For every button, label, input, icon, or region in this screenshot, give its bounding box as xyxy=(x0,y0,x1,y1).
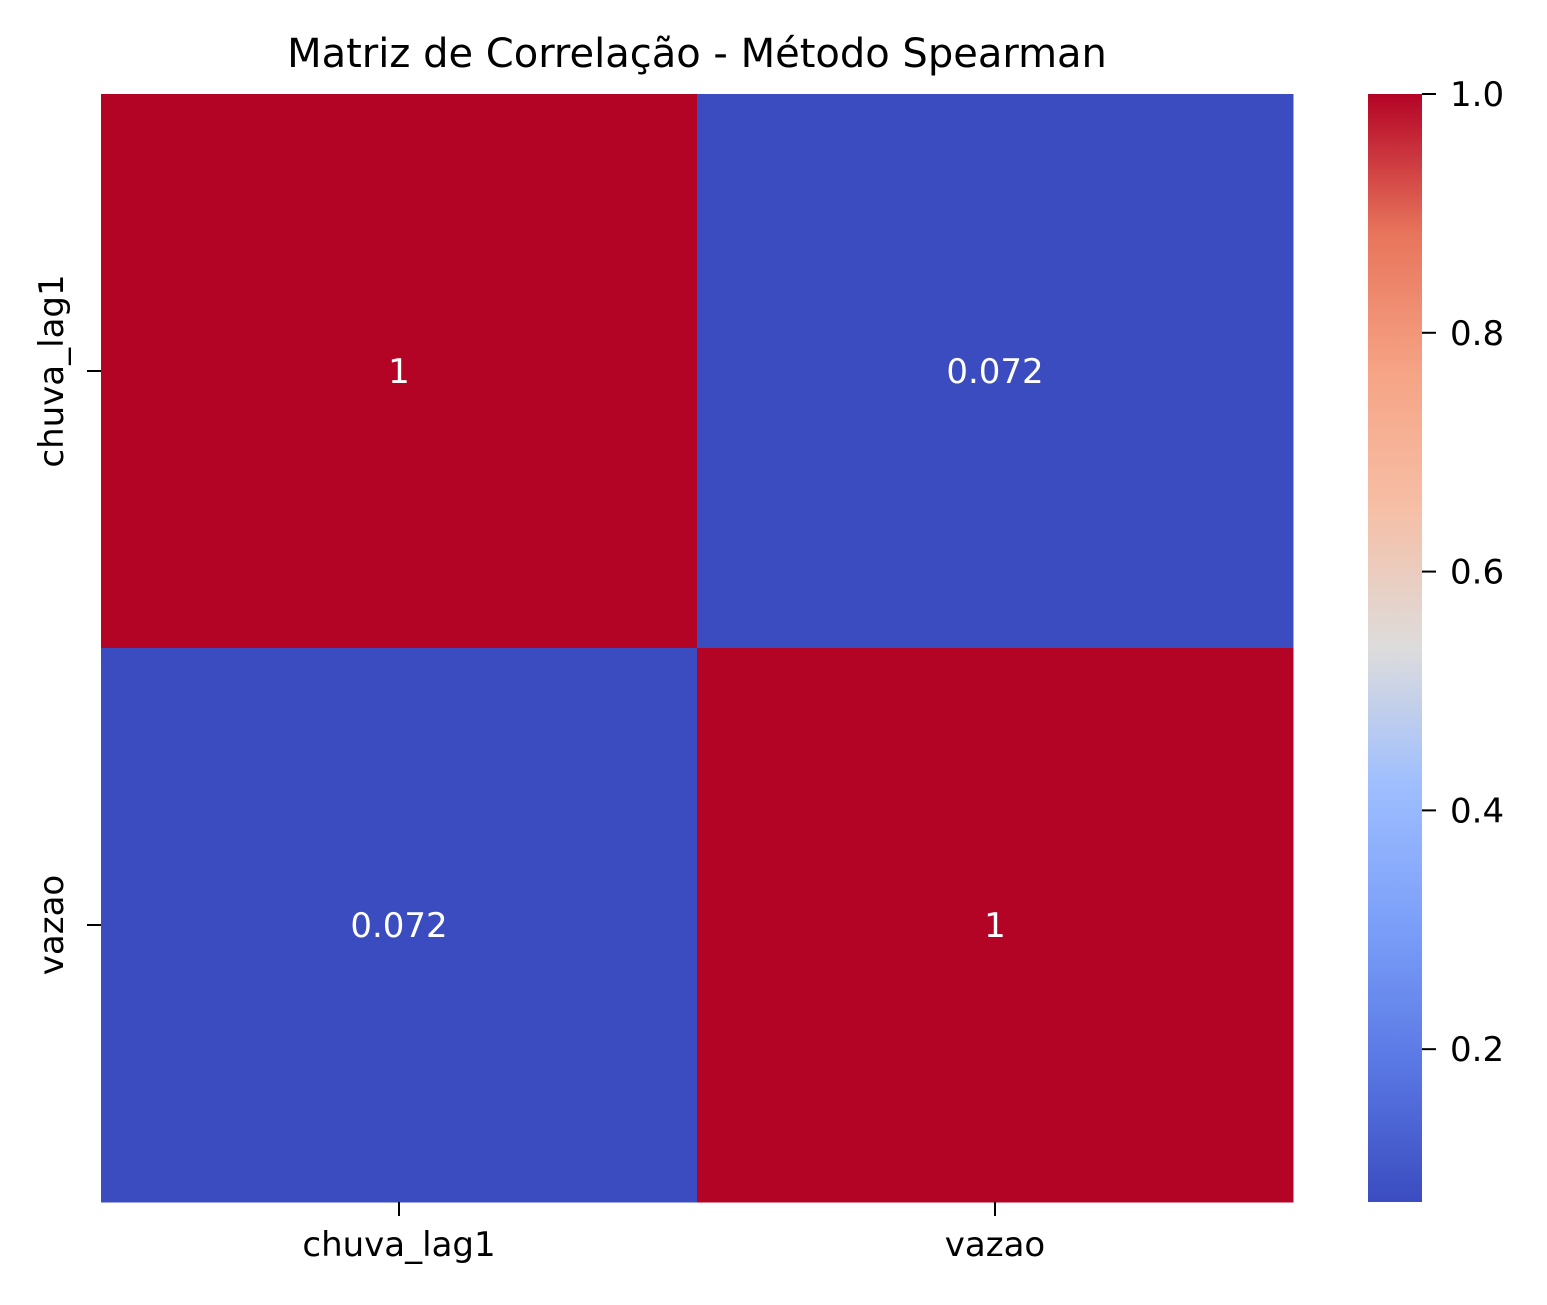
heatmap-cell xyxy=(697,648,1294,1203)
colorbar-tick-label: 1.0 xyxy=(1450,75,1504,115)
heatmap-cells xyxy=(101,94,1294,1203)
cell-value-label: 0.072 xyxy=(946,352,1043,392)
x-tick-label: vazao xyxy=(945,1225,1045,1265)
colorbar: 0.2 0.4 0.6 0.8 1.0 xyxy=(1368,75,1504,1202)
x-tick-label: chuva_lag1 xyxy=(302,1225,495,1265)
chart-title: Matriz de Correlação - Método Spearman xyxy=(287,31,1107,77)
y-tick-label: vazao xyxy=(32,875,72,975)
colorbar-tick-label: 0.2 xyxy=(1450,1030,1504,1070)
cell-value-label: 1 xyxy=(984,906,1006,946)
colorbar-tick-label: 0.8 xyxy=(1450,314,1504,354)
heatmap-cell xyxy=(101,648,698,1203)
colorbar-tick-label: 0.6 xyxy=(1450,553,1504,593)
colorbar-tick-label: 0.4 xyxy=(1450,791,1504,831)
colorbar-gradient xyxy=(1368,94,1422,1202)
cell-value-label: 0.072 xyxy=(350,906,447,946)
cell-value-label: 1 xyxy=(388,352,410,392)
heatmap-cell xyxy=(697,94,1294,649)
heatmap-cell xyxy=(101,94,698,649)
colorbar-ticks: 0.2 0.4 0.6 0.8 1.0 xyxy=(1422,75,1504,1070)
x-axis: chuva_lag1 vazao xyxy=(302,1202,1045,1265)
y-tick-label: chuva_lag1 xyxy=(32,274,72,467)
heatmap-cell-labels: 1 0.072 0.072 1 xyxy=(350,352,1043,946)
